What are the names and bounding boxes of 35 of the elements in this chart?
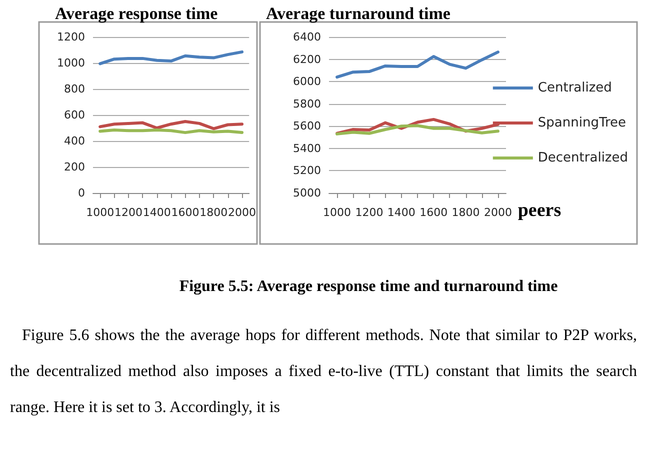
x-tick-label: 1000 xyxy=(323,206,352,219)
x-tick-label: 1400 xyxy=(142,206,171,219)
chart-title: Average response time xyxy=(55,4,218,23)
x-tick-label: 1600 xyxy=(171,206,200,219)
y-tick-label: 6200 xyxy=(293,52,321,66)
y-tick-label: 600 xyxy=(64,108,85,122)
y-tick-label: 1200 xyxy=(57,30,85,44)
caption: Figure 5.5: Average response time and turnaround time xyxy=(178,278,559,296)
y-tick-label: 6000 xyxy=(293,75,321,88)
x-tick-label: 1800 xyxy=(452,206,480,219)
x-tick-label: 1800 xyxy=(200,206,228,219)
x-tick-label: 1200 xyxy=(355,206,384,219)
x-tick-label: 2000 xyxy=(228,206,256,219)
caption: Figure 5.6 shows the the average hops for different methods. Note that similar to P2P works, the decentralized method also imposes a fixed e-to-live (TTL) constant that limits the search range. Here it is set to 3. Accordingly, it is xyxy=(10,326,637,418)
y-tick-label: 5400 xyxy=(293,142,321,155)
x-tick-label: 2000 xyxy=(484,206,512,219)
y-tick-label: 6400 xyxy=(293,30,321,44)
x-tick-label: 1400 xyxy=(387,206,416,219)
y-tick-label: 5800 xyxy=(293,97,321,110)
y-tick-label: 5000 xyxy=(293,186,321,200)
y-tick-label: 1000 xyxy=(57,56,85,70)
legend-label: Centralized xyxy=(538,80,612,96)
y-tick-label: 5200 xyxy=(293,164,321,178)
x-axis-title: peers xyxy=(518,200,562,221)
x-tick-label: 1600 xyxy=(420,206,448,219)
y-tick-label: 200 xyxy=(64,160,85,174)
legend-label: SpanningTree xyxy=(538,116,626,130)
y-tick-label: 800 xyxy=(64,82,85,96)
x-tick-label: 1000 xyxy=(86,206,114,219)
y-tick-label: 400 xyxy=(64,134,85,148)
x-tick-label: 1200 xyxy=(114,206,142,219)
y-tick-label: 5600 xyxy=(293,120,321,133)
y-tick-label: 0 xyxy=(78,186,85,200)
chart-title: Average turnaround time xyxy=(266,4,451,23)
legend-label: Decentralized xyxy=(538,150,628,166)
